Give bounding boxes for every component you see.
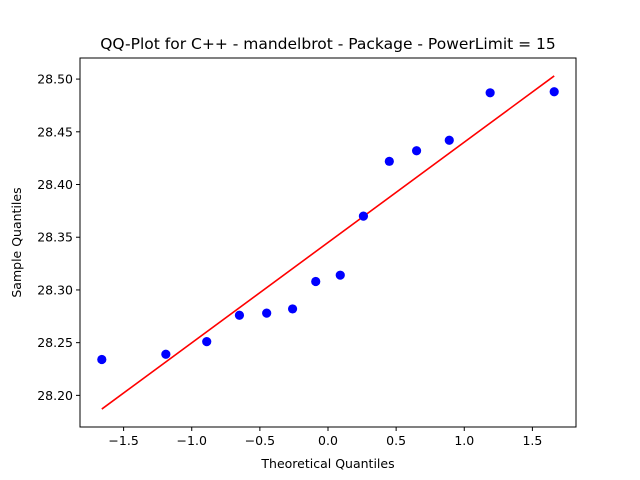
x-tick-label: −1.5 — [108, 433, 138, 448]
data-point — [335, 270, 345, 280]
reference-line-layer — [101, 75, 555, 410]
y-axis-label: Sample Quantiles — [9, 187, 24, 297]
data-point — [234, 310, 245, 320]
x-tick-label: 1.5 — [522, 433, 542, 448]
y-tick-label: 28.50 — [37, 72, 73, 87]
data-point — [549, 87, 559, 97]
data-point — [485, 88, 495, 98]
x-tick-label: 0.5 — [386, 433, 406, 448]
y-tick-label: 28.45 — [37, 124, 73, 139]
y-tick-label: 28.20 — [37, 388, 73, 403]
data-point — [444, 135, 454, 145]
x-tick-label: −0.5 — [245, 433, 275, 448]
data-point — [262, 308, 272, 318]
data-point — [311, 276, 321, 287]
x-tick-label: −1.0 — [177, 433, 207, 448]
data-point — [358, 211, 369, 221]
x-tick-label: 0.0 — [318, 433, 338, 448]
chart-title: QQ-Plot for C++ - mandelbrot - Package -… — [100, 35, 556, 53]
data-point — [161, 349, 171, 359]
data-point — [97, 354, 107, 365]
x-axis-ticks: −1.5 −1.0 −0.5 0.0 0.5 1.0 1.5 — [108, 427, 542, 448]
x-axis-label: Theoretical Quantiles — [260, 456, 394, 471]
y-tick-label: 28.35 — [37, 230, 73, 245]
data-point — [384, 156, 394, 166]
data-point — [411, 146, 422, 156]
y-axis-ticks: 28.20 28.25 28.30 28.35 28.40 28.45 28.50 — [37, 72, 80, 403]
y-tick-label: 28.30 — [37, 282, 73, 297]
data-point — [202, 337, 212, 347]
data-points-layer — [97, 87, 559, 365]
x-tick-label: 1.0 — [454, 433, 474, 448]
reference-line — [101, 75, 555, 410]
data-point — [287, 304, 298, 314]
y-tick-label: 28.40 — [37, 177, 73, 192]
y-tick-label: 28.25 — [37, 335, 73, 350]
